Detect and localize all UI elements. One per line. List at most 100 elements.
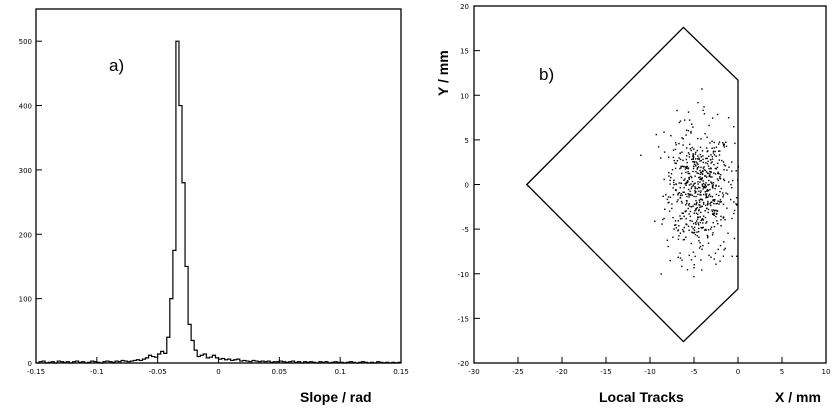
scatter-point (683, 215, 685, 217)
scatter-point (699, 216, 701, 218)
scatter-point (681, 165, 683, 167)
scatter-point (691, 176, 693, 179)
x-axis-title-a: Slope / rad (300, 389, 372, 405)
y-tick-label-b: 15 (460, 48, 469, 56)
scatter-point (707, 190, 709, 192)
scatter-point (679, 194, 682, 197)
scatter-point (679, 187, 681, 189)
scatter-point (660, 157, 662, 159)
scatter-point (716, 202, 718, 205)
scatter-point (717, 179, 720, 182)
scatter-point (692, 154, 694, 156)
scatter-point (718, 194, 720, 197)
scatter-point (674, 148, 677, 151)
scatter-point (717, 150, 720, 152)
scatter-point (718, 173, 720, 175)
scatter-point (728, 181, 730, 183)
x-axis-ticks-a: -0.15 -0.1 -0.05 0 0.05 0.1 0.15 (27, 357, 409, 376)
scatter-point (697, 137, 699, 140)
scatter-point (730, 198, 732, 201)
scatter-point (671, 169, 674, 171)
scatter-point (704, 133, 706, 135)
scatter-point (702, 155, 704, 157)
scatter-point (699, 178, 701, 181)
scatter-point (690, 242, 692, 245)
scatter-point (700, 159, 702, 162)
scatter-point (684, 178, 686, 180)
scatter-point (696, 168, 698, 170)
scatter-point (699, 146, 702, 149)
scatter-point (709, 176, 712, 178)
scatter-point (661, 223, 663, 225)
acceptance-outline (525, 26, 739, 343)
scatter-point (692, 170, 694, 173)
scatter-point (693, 264, 695, 266)
scatter-point (690, 183, 692, 185)
scatter-point (693, 275, 695, 278)
scatter-point (695, 170, 697, 173)
scatter-point (699, 198, 702, 201)
scatter-point (685, 129, 688, 131)
scatter-point (697, 172, 700, 175)
scatter-point (678, 157, 680, 159)
scatter-point (695, 191, 697, 193)
scatter-point (680, 167, 682, 169)
scatter-point (700, 179, 703, 181)
x-tick-label-b: 10 (822, 368, 831, 376)
scatter-point (720, 219, 722, 221)
scatter-point (700, 138, 702, 140)
scatter-point (717, 162, 719, 165)
scatter-point (711, 158, 714, 160)
scatter-point (735, 170, 737, 172)
scatter-point (712, 184, 714, 186)
scatter-point (699, 191, 702, 194)
scatter-point (685, 158, 688, 161)
scatter-point (678, 192, 680, 194)
scatter-point (691, 231, 693, 233)
y-tick-label-a: 400 (19, 103, 32, 111)
scatter-point (702, 167, 705, 169)
scatter-point (675, 183, 678, 185)
scatter-point (710, 154, 712, 156)
scatter-point (707, 229, 710, 231)
scatter-point (698, 157, 700, 159)
scatter-point (672, 149, 675, 151)
x-tick-label-a: 0.15 (393, 368, 409, 376)
scatter-point (640, 154, 642, 156)
scatter-point (708, 168, 710, 170)
scatter-point (693, 148, 695, 150)
scatter-point (690, 132, 692, 134)
scatter-point (710, 168, 712, 170)
scatter-point (713, 214, 715, 216)
scatter-point (675, 144, 677, 146)
scatter-point (669, 183, 671, 185)
scatter-point (708, 155, 710, 157)
y-tick-label-b: 20 (460, 3, 469, 11)
scatter-point (683, 231, 685, 233)
scatter-point (706, 189, 709, 191)
scatter-point (694, 186, 696, 188)
scatter-point (694, 192, 696, 194)
scatter-point (717, 172, 719, 175)
scatter-point (688, 178, 690, 180)
scatter-point (673, 184, 675, 186)
scatter-point (692, 155, 694, 158)
scatter-point (688, 254, 690, 257)
x-tick-label-a: -0.15 (27, 368, 45, 376)
scatter-point (688, 184, 691, 186)
scatter-point (705, 157, 707, 160)
scatter-point (713, 210, 716, 212)
scatter-point (684, 210, 686, 212)
scatter-point (704, 184, 707, 187)
scatter-point (690, 149, 692, 152)
scatter-point (699, 245, 702, 248)
scatter-point (717, 171, 719, 173)
scatter-point (687, 193, 689, 195)
scatter-point (731, 187, 733, 189)
scatter-point (711, 185, 714, 187)
scatter-point (672, 181, 675, 184)
scatter-point (736, 255, 738, 257)
scatter-point (692, 184, 694, 186)
scatter-point (703, 186, 706, 189)
